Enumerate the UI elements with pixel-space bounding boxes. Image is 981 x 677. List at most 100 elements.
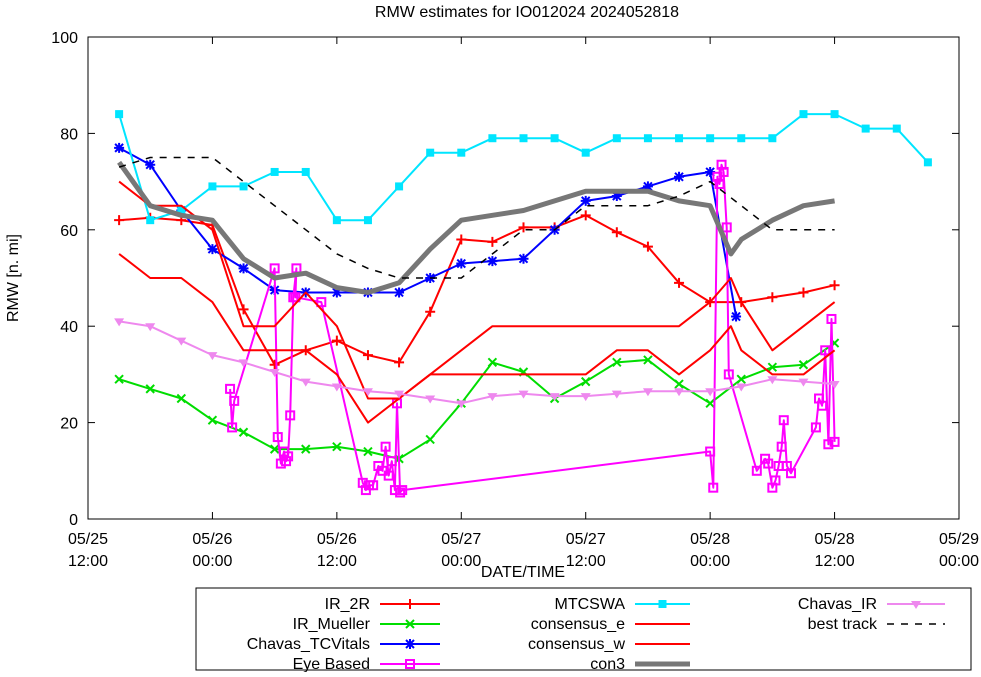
- legend-label: consensus_w: [528, 636, 625, 653]
- y-tick-label: 80: [60, 126, 78, 143]
- data-point: [227, 422, 238, 433]
- data-point: [767, 376, 778, 385]
- data-point: [285, 410, 296, 421]
- series-best-track: [118, 156, 835, 279]
- data-point: [269, 359, 280, 370]
- x-tick-label: 05/28: [690, 531, 730, 548]
- series-line: [118, 156, 835, 279]
- data-point: [799, 110, 808, 119]
- legend-entry-chavas-ir: Chavas_IR: [798, 596, 945, 613]
- data-point: [705, 398, 715, 409]
- data-point: [705, 166, 716, 177]
- x-tick-label: 00:00: [690, 553, 730, 570]
- series-line: [118, 180, 836, 400]
- data-point: [723, 369, 734, 380]
- data-point: [405, 599, 415, 609]
- x-tick-label: 05/26: [317, 531, 357, 548]
- series-consensus-e: [118, 180, 836, 400]
- data-point: [705, 446, 716, 457]
- data-point: [269, 263, 280, 274]
- data-point: [798, 378, 809, 387]
- data-point: [736, 383, 747, 392]
- data-point: [642, 241, 653, 252]
- data-point: [395, 182, 404, 191]
- data-point: [550, 134, 559, 143]
- legend-box: [195, 587, 972, 671]
- data-point: [225, 383, 236, 394]
- y-tick-label: 0: [69, 512, 78, 529]
- x-tick-label: 12:00: [68, 553, 108, 570]
- legend-label: Chavas_IR: [798, 596, 877, 613]
- legend-entry-ir-2r: IR_2R: [325, 596, 440, 613]
- series-chavas-ir: [114, 318, 840, 409]
- data-point: [425, 395, 436, 404]
- data-point: [115, 110, 124, 119]
- legend-entry-mtcswa: MTCSWA: [554, 596, 690, 613]
- x-tick-label: 12:00: [815, 553, 855, 570]
- data-point: [643, 355, 653, 365]
- data-point: [768, 134, 777, 143]
- data-point: [405, 659, 415, 669]
- legend-entry-consensus-e: consensus_e: [531, 616, 690, 633]
- data-point: [829, 436, 840, 447]
- data-point: [425, 306, 436, 317]
- data-point: [177, 206, 186, 215]
- series-consensus-w: [118, 253, 836, 424]
- data-point: [301, 167, 310, 176]
- series-line: [118, 253, 836, 424]
- data-point: [380, 441, 391, 452]
- data-point: [643, 134, 652, 143]
- data-point: [518, 222, 529, 233]
- data-point: [923, 158, 932, 167]
- data-point: [332, 216, 341, 225]
- data-point: [612, 357, 622, 368]
- x-tick-label: 05/28: [815, 531, 855, 548]
- x-tick-label: 00:00: [441, 553, 481, 570]
- data-point: [275, 458, 286, 469]
- chart-title: RMW estimates for IO012024 2024052818: [375, 4, 679, 21]
- x-tick-label: 05/25: [68, 531, 108, 548]
- data-point: [611, 191, 622, 202]
- data-point: [706, 134, 715, 143]
- data-point: [642, 181, 653, 192]
- x-tick-label: 00:00: [939, 553, 979, 570]
- data-point: [776, 441, 787, 452]
- data-point: [580, 210, 591, 221]
- data-point: [518, 390, 529, 399]
- data-point: [176, 393, 187, 404]
- legend-entry-best-track: best track: [808, 616, 945, 633]
- data-point: [826, 313, 837, 324]
- data-point: [612, 134, 621, 143]
- data-point: [861, 124, 870, 133]
- data-point: [114, 318, 125, 327]
- data-point: [456, 400, 467, 409]
- y-axis-label: RMW [n. mi]: [5, 234, 22, 322]
- data-point: [786, 468, 797, 479]
- series-line: [118, 320, 835, 405]
- legend-entry-consensus-w: consensus_w: [528, 636, 690, 653]
- x-tick-label: 00:00: [192, 553, 232, 570]
- legend-entry-ir-mueller: IR_Mueller: [293, 616, 440, 633]
- data-point: [363, 216, 372, 225]
- data-point: [658, 600, 667, 608]
- data-point: [207, 244, 218, 255]
- x-tick-label: 05/29: [939, 531, 979, 548]
- data-point: [207, 415, 218, 425]
- x-tick-label: 05/27: [566, 531, 606, 548]
- data-point: [674, 171, 685, 182]
- data-point: [269, 444, 280, 454]
- legend-entry-eye-based: Eye Based: [293, 656, 440, 673]
- x-tick-label: 12:00: [317, 553, 357, 570]
- data-point: [270, 167, 279, 176]
- data-point: [830, 110, 839, 119]
- data-point: [229, 395, 240, 406]
- data-point: [362, 350, 373, 361]
- data-point: [456, 258, 467, 269]
- series-line: [117, 160, 835, 295]
- data-point: [823, 439, 834, 450]
- data-point: [272, 432, 283, 443]
- data-point: [705, 388, 716, 397]
- legend-label: MTCSWA: [554, 596, 625, 613]
- x-tick-label: 05/27: [441, 531, 481, 548]
